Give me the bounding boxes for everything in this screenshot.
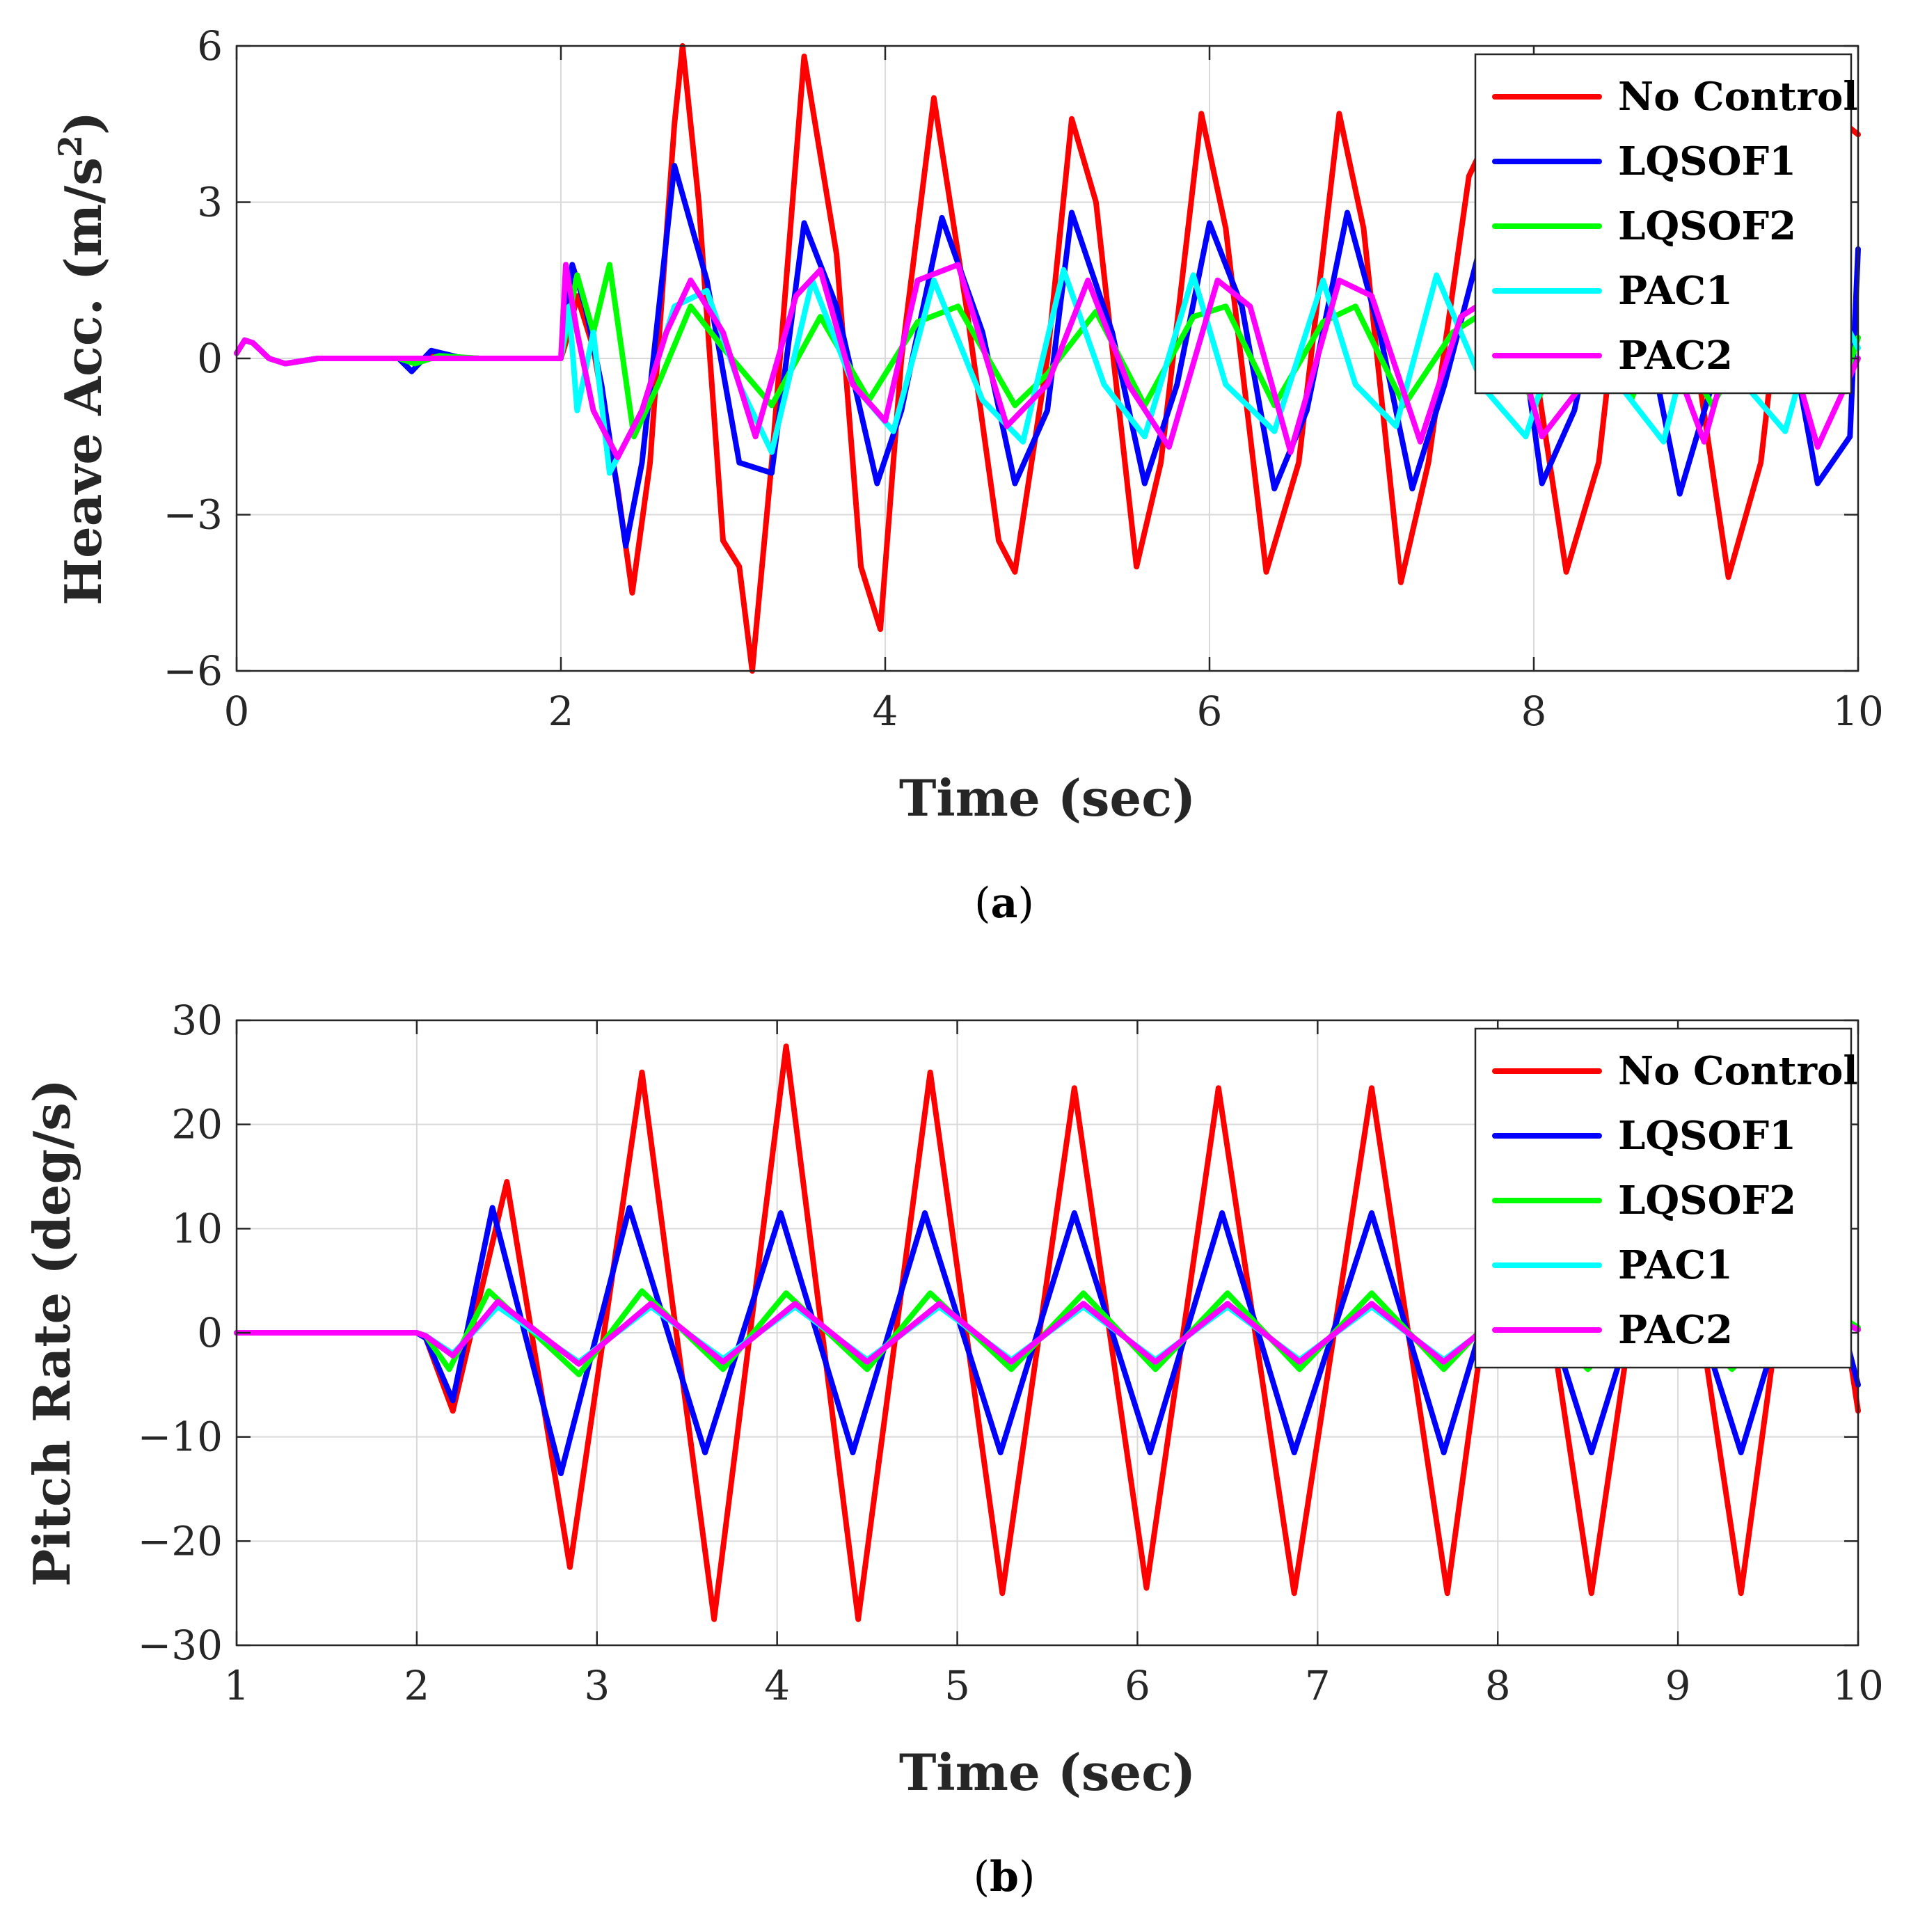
chart-a-legend-label-lqsof1: LQSOF1 xyxy=(1618,138,1796,184)
chart-b-x-tick-label-2: 3 xyxy=(584,1662,610,1709)
chart-b-legend: No Control LQSOF1 LQSOF2 PAC1 PAC2 xyxy=(1474,1027,1858,1369)
chart-a-x-tick-label-4: 8 xyxy=(1521,688,1547,735)
chart-b-y-tick-label-4: 10 xyxy=(171,1205,223,1252)
chart-a-legend-label-no-control: No Control xyxy=(1618,74,1858,120)
chart-b-y-axis-title: Pitch Rate (deg/s) xyxy=(22,1079,81,1587)
chart-a-x-tick-label-5: 10 xyxy=(1832,688,1884,735)
chart-a-x-tick-label-3: 6 xyxy=(1197,688,1223,735)
chart-b-x-tick-label-5: 6 xyxy=(1125,1662,1150,1709)
chart-b-legend-label-lqsof2: LQSOF2 xyxy=(1618,1178,1796,1224)
chart-a-ticks: 0 2 4 6 8 10 −6 −3 0 3 6 xyxy=(164,22,1884,735)
chart-a-y-tick-label-4: 6 xyxy=(197,22,223,70)
chart-b-ticks: 1 2 3 4 5 6 7 8 9 10 −30 −20 −10 0 10 20 30 xyxy=(138,997,1884,1709)
chart-b-caption-open: ( xyxy=(974,1853,990,1901)
chart-a-y-axis-title-sup: 2 xyxy=(51,135,89,157)
chart-a-y-axis-title-main: Heave Acc. (m/s xyxy=(54,157,113,605)
chart-b-x-tick-label-6: 7 xyxy=(1305,1662,1331,1709)
chart-b-y-tick-label-5: 20 xyxy=(171,1101,223,1148)
chart-a-legend-label-pac2: PAC2 xyxy=(1618,333,1733,379)
chart-b-y-tick-label-3: 0 xyxy=(197,1309,223,1356)
chart-b-x-tick-label-7: 8 xyxy=(1485,1662,1511,1709)
chart-a-y-axis-title-end: ) xyxy=(54,111,113,135)
chart-b-caption: (b) xyxy=(974,1853,1036,1901)
chart-b-caption-letter: b xyxy=(990,1853,1019,1901)
chart-b-caption-close: ) xyxy=(1019,1853,1035,1901)
chart-b-legend-label-lqsof1: LQSOF1 xyxy=(1618,1113,1796,1159)
chart-b-legend-label-pac2: PAC2 xyxy=(1618,1307,1733,1353)
chart-a-x-tick-label-2: 4 xyxy=(873,688,898,735)
chart-a-y-tick-label-3: 3 xyxy=(197,179,223,226)
chart-b-legend-label-pac1: PAC1 xyxy=(1618,1242,1733,1288)
chart-b-x-axis-title: Time (sec) xyxy=(899,1743,1196,1802)
chart-b-x-tick-label-3: 4 xyxy=(764,1662,790,1709)
chart-a-x-tick-label-0: 0 xyxy=(224,688,250,735)
chart-b-series-line-lqsof1 xyxy=(234,1205,1861,1477)
chart-b-legend-label-no-control: No Control xyxy=(1618,1048,1858,1094)
chart-a-caption-open: ( xyxy=(974,879,990,928)
chart-a-y-tick-label-0: −6 xyxy=(164,647,223,695)
chart-b-x-tick-label-8: 9 xyxy=(1665,1662,1691,1709)
chart-a-y-tick-label-2: 0 xyxy=(197,335,223,382)
chart-a-caption-close: ) xyxy=(1017,879,1033,928)
chart-a-caption: (a) xyxy=(974,879,1034,928)
chart-b-y-tick-label-0: −30 xyxy=(138,1622,223,1669)
chart-a-caption-letter: a xyxy=(991,879,1018,928)
chart-a-series-line-pac2 xyxy=(234,262,1861,461)
chart-b-y-tick-label-6: 30 xyxy=(171,997,223,1044)
chart-a-x-tick-label-1: 2 xyxy=(548,688,574,735)
chart-a-legend: No Control LQSOF1 LQSOF2 PAC1 PAC2 xyxy=(1474,53,1858,395)
chart-b-x-tick-label-0: 1 xyxy=(224,1662,250,1709)
chart-a-y-tick-label-1: −3 xyxy=(164,491,223,539)
chart-b-x-tick-label-9: 10 xyxy=(1832,1662,1884,1709)
chart-a-y-axis-title: Heave Acc. (m/s2) xyxy=(51,111,113,605)
chart-a-x-axis-title: Time (sec) xyxy=(899,768,1196,828)
chart-b-y-tick-label-1: −20 xyxy=(138,1517,223,1565)
chart-b-y-tick-label-2: −10 xyxy=(138,1414,223,1461)
chart-b-series-line-no-control xyxy=(234,1043,1861,1622)
chart-b-pitch-rate: 1 2 3 4 5 6 7 8 9 10 −30 −20 −10 0 10 20 30 No Control LQ… xyxy=(22,997,1884,1901)
chart-a-legend-label-pac1: PAC1 xyxy=(1618,268,1733,314)
chart-b-x-tick-label-1: 2 xyxy=(404,1662,429,1709)
chart-b-series-line-lqsof2 xyxy=(234,1288,1861,1377)
chart-a-heave-acceleration: 0 2 4 6 8 10 −6 −3 0 3 6 No Control LQSOF1 LQSOF2 PAC… xyxy=(51,22,1884,928)
chart-a-legend-label-lqsof2: LQSOF2 xyxy=(1618,203,1796,249)
chart-b-x-tick-label-4: 5 xyxy=(944,1662,970,1709)
